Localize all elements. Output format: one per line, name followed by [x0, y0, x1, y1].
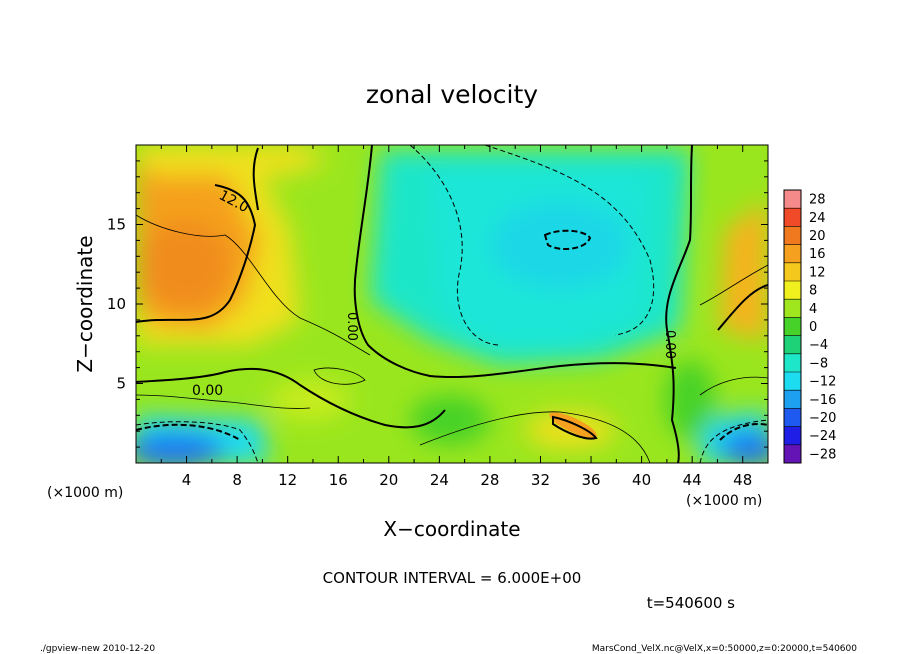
- footer-left-text: ./gpview-new 2010-12-20: [40, 644, 155, 654]
- contour-zero-mid: [353, 145, 677, 379]
- contour-neg6-upper-b: [484, 145, 655, 336]
- colorbar-swatch: [784, 208, 801, 227]
- colorbar-swatch: [784, 353, 801, 372]
- x-tick-label: 12: [278, 471, 297, 489]
- colorbar-swatch: [784, 317, 801, 336]
- time-text: t=540600 s: [647, 594, 735, 612]
- colorbar-swatch: [784, 190, 801, 209]
- contour-neg12-left: [136, 423, 241, 441]
- contour-neg12-right: [719, 422, 768, 441]
- contour-12-right: [717, 284, 768, 331]
- x-tick-label: 36: [581, 471, 600, 489]
- contour-12-low: [552, 415, 598, 440]
- colorbar-label: −16: [809, 393, 836, 408]
- contour-6-d: [419, 411, 651, 463]
- x-axis-ticks: 4 8 12 16 20 24 28 32 36 40 44 48: [160, 145, 752, 489]
- x-tick-label: 44: [683, 471, 702, 489]
- colorbar-label: 0: [809, 320, 817, 335]
- colorbar-label: −12: [809, 375, 836, 390]
- colorbar-label: −28: [809, 447, 836, 462]
- y-tick-label: 10: [107, 295, 126, 313]
- contour-neg6-left: [136, 421, 259, 463]
- contour-6-e: [699, 264, 768, 306]
- x-tick-label: 32: [531, 471, 550, 489]
- colorbar-swatch: [784, 226, 801, 245]
- colorbar-label: −8: [809, 356, 828, 371]
- colorbar-swatch: [784, 335, 801, 354]
- contour-neg6-right: [699, 419, 768, 463]
- colorbar-swatch: [784, 372, 801, 391]
- colorbar-swatch: [784, 390, 801, 409]
- x-tick-label: 20: [379, 471, 398, 489]
- contour-label-zero-a: 0.00: [192, 383, 223, 399]
- contour-6-c: [313, 367, 366, 385]
- contour-neg6-upper-a: [409, 145, 501, 346]
- heatmap-field: [136, 145, 768, 463]
- x-unit-left: (×1000 m): [47, 485, 123, 501]
- colorbar-swatch: [784, 262, 801, 281]
- contour-12: [136, 184, 257, 323]
- colorbar-label: 28: [809, 193, 826, 208]
- x-tick-label: 8: [232, 471, 242, 489]
- colorbar-label: −20: [809, 411, 836, 426]
- colorbar-label: −4: [809, 338, 828, 353]
- y-tick-label: 5: [116, 375, 126, 393]
- colorbar-swatch: [784, 299, 801, 318]
- colorbar: 28 24 20 16 12 8 4 0 −4 −8 −12 −16 −20 −24 −28: [783, 189, 836, 464]
- x-tick-label: 4: [182, 471, 192, 489]
- contour-zero-right: [665, 145, 693, 463]
- contour-12b: [252, 147, 259, 211]
- colorbar-swatch: [784, 408, 801, 427]
- colorbar-label: 4: [809, 302, 817, 317]
- contour-6-a: [136, 214, 371, 356]
- x-tick-label: 40: [632, 471, 651, 489]
- contour-label-zero-b: 0.00: [344, 312, 359, 341]
- contour-zero-left: [136, 367, 446, 429]
- x-tick-label: 48: [733, 471, 752, 489]
- footer-right-text: MarsCond_VelX.nc@VelX,x=0:50000,z=0:2000…: [592, 644, 857, 654]
- y-tick-label: 15: [107, 216, 126, 234]
- colorbar-label: −24: [809, 429, 836, 444]
- contour-6-b: [136, 394, 311, 409]
- x-unit-right: (×1000 m): [686, 493, 762, 509]
- y-axis-ticks: 5 10 15: [107, 160, 768, 448]
- x-axis-title: X−coordinate: [383, 517, 520, 541]
- contour-0-right-b: [699, 376, 768, 396]
- colorbar-swatch: [784, 444, 801, 463]
- y-axis-title: Z−coordinate: [73, 235, 97, 372]
- colorbar-label: 8: [809, 284, 817, 299]
- contour-label-zero-c: 0.00: [662, 330, 677, 359]
- contour-interval-text: CONTOUR INTERVAL = 6.000E+00: [323, 569, 582, 587]
- colorbar-label: 20: [809, 229, 826, 244]
- colorbar-swatch: [784, 426, 801, 445]
- colorbar-label: 12: [809, 265, 826, 280]
- colorbar-swatch: [784, 281, 801, 300]
- chart-title: zonal velocity: [366, 80, 538, 109]
- x-tick-label: 28: [480, 471, 499, 489]
- x-tick-label: 24: [430, 471, 449, 489]
- colorbar-swatch: [784, 244, 801, 263]
- contour-neg12-upper: [543, 229, 592, 251]
- colorbar-label: 24: [809, 211, 826, 226]
- colorbar-label: 16: [809, 247, 826, 262]
- x-tick-label: 16: [329, 471, 348, 489]
